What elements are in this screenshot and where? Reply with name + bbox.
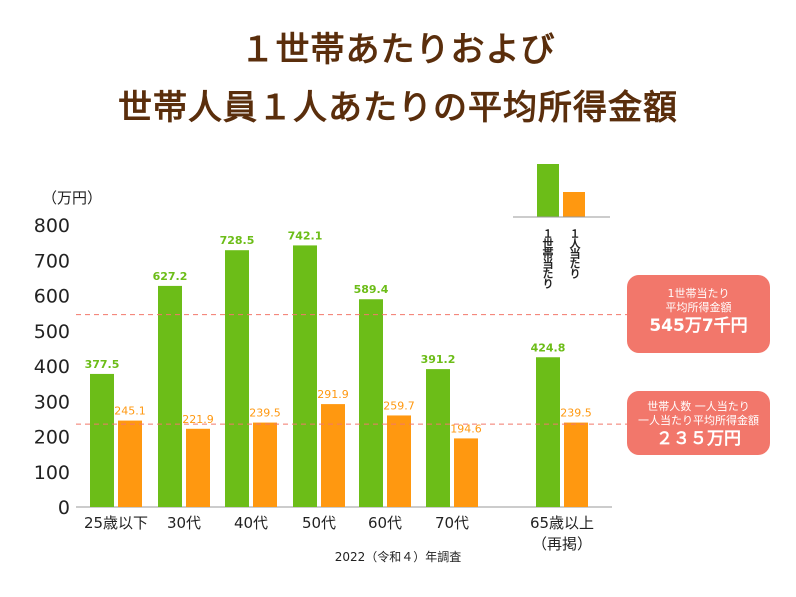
bar-household [90,373,114,507]
y-tick-label: 400 [34,356,70,378]
y-tick-label: 500 [34,321,70,343]
bar-value-label: 377.5 [85,358,120,371]
x-tick-label: 70代 [435,514,469,532]
legend-swatch-person [563,192,585,217]
source-note: 2022（令和４）年調査 [334,550,462,564]
bar-person [321,404,345,507]
bar-person [186,428,210,507]
legend-label-household: １世帯当たり [541,228,554,288]
bar-value-label: 742.1 [288,229,323,242]
y-tick-label: 800 [34,215,70,237]
callout-household-label-2: 平均所得金額 [665,301,732,314]
y-tick-label: 200 [34,427,70,449]
bar-value-label: 728.5 [220,234,255,247]
callout-person-label-1: 世帯人数 一人当たり [647,400,750,413]
x-tick-label: 60代 [368,514,402,532]
y-tick-label: 100 [34,462,70,484]
callout-person-value: ２３５万円 [656,429,741,449]
bar-person [387,415,411,507]
bar-value-label: 245.1 [114,405,146,418]
bar-value-label: 424.8 [531,341,566,354]
bar-household [293,245,317,508]
bar-household [158,285,182,507]
bar-value-label: 391.2 [421,353,456,366]
bar-value-label: 627.2 [153,270,188,283]
bar-person [454,438,478,507]
y-tick-label: 600 [34,286,70,308]
bar-household [359,299,383,507]
bar-value-label: 589.4 [354,283,389,296]
bar-value-label: 239.5 [249,407,281,420]
callout-household-value: 545万7千円 [649,316,748,336]
y-tick-label: 300 [34,391,70,413]
bar-value-label: 239.5 [560,407,592,420]
legend-label-person: １人当たり [568,228,581,278]
x-tick-label: 50代 [302,514,336,532]
chart-title-line1: １世帯あたりおよび [240,30,556,70]
bar-value-label: 259.7 [383,399,415,412]
bar-household [536,357,560,507]
bar-household [426,369,450,507]
x-tick-label: 30代 [167,514,201,532]
bar-person [253,422,277,507]
callout-person-average: 世帯人数 一人当たり 一人当たり平均所得金額 ２３５万円 [627,391,770,455]
x-tick-sublabel: （再掲） [532,535,592,553]
bar-person [118,420,142,507]
callout-household-label-1: 1世帯当たり [667,287,730,300]
x-tick-label: 25歳以下 [84,514,148,532]
callout-person-label-2: 一人当たり平均所得金額 [638,414,759,427]
callout-household-average: 1世帯当たり 平均所得金額 545万7千円 [627,275,770,353]
chart-title-line2: 世帯人員１人あたりの平均所得金額 [118,88,678,128]
y-tick-label: 700 [34,250,70,272]
bar-value-label: 291.9 [317,388,349,401]
bar-household [225,250,249,508]
y-axis-unit: （万円） [42,189,103,207]
x-tick-label: 65歳以上 [530,514,594,532]
x-tick-label: 40代 [234,514,268,532]
bar-person [564,422,588,507]
bar-value-label: 194.6 [450,422,482,435]
y-tick-label: 0 [58,497,70,519]
legend-swatch-household [537,164,559,217]
bar-value-label: 221.9 [182,413,214,426]
